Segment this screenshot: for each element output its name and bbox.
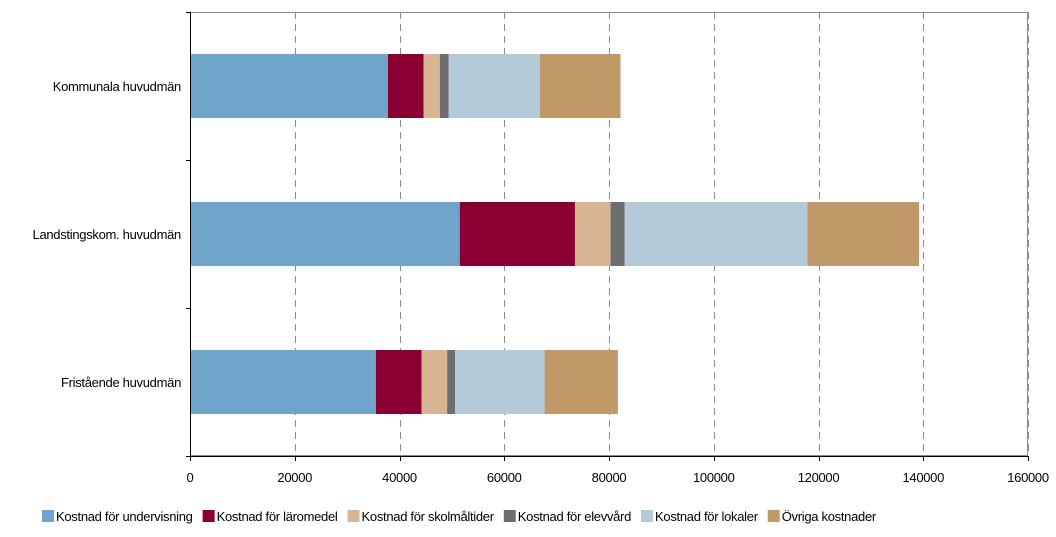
bar-segment <box>610 202 625 266</box>
legend-label: Kostnad för läromedel <box>217 509 338 524</box>
bar-segment <box>447 350 456 414</box>
x-tick-label: 20000 <box>277 470 312 485</box>
x-tick-label: 80000 <box>592 470 627 485</box>
legend-label: Kostnad för elevvård <box>518 509 631 524</box>
category-label: Kommunala huvudmän <box>53 79 181 94</box>
bar-segment <box>448 54 540 118</box>
x-tick-label: 100000 <box>693 470 735 485</box>
legend-swatch <box>767 510 780 522</box>
x-tick-label: 120000 <box>798 470 840 485</box>
bar-segment <box>190 54 388 118</box>
bar-segment <box>539 54 621 118</box>
category-label: Landstingskom. huvudmän <box>33 227 182 242</box>
legend-swatch <box>503 510 516 522</box>
x-tick-label: 60000 <box>487 470 522 485</box>
bar-segment <box>807 202 920 266</box>
x-tick-label: 0 <box>187 470 194 485</box>
bar-segment <box>375 350 422 414</box>
bar-segment <box>455 350 545 414</box>
x-tick-label: 40000 <box>382 470 417 485</box>
legend-layer: Kostnad för undervisning Kostnad för läro… <box>42 509 877 524</box>
legend-swatch <box>42 510 54 522</box>
labels-layer: Kommunala huvudmän Landstingskom. huvudmä… <box>33 79 1050 485</box>
x-tick-label: 140000 <box>902 470 944 485</box>
legend-swatch <box>202 510 215 522</box>
x-tick-label: 160000 <box>1007 470 1049 485</box>
axes-layer <box>186 12 1029 461</box>
legend-swatch <box>641 510 654 522</box>
bar-segment <box>439 54 449 118</box>
legend-label: Övriga kostnader <box>782 509 877 524</box>
bar-segment <box>459 202 575 266</box>
legend-label: Kostnad för lokaler <box>655 509 759 524</box>
bar-segment <box>574 202 611 266</box>
bar-segment <box>421 350 448 414</box>
category-label: Fristående huvudmän <box>61 375 181 390</box>
bar-segment <box>423 54 440 118</box>
bar-segment <box>190 202 460 266</box>
bar-segment <box>190 350 376 414</box>
bars-layer <box>190 54 920 414</box>
legend-label: Kostnad för skolmåltider <box>362 509 495 524</box>
bar-segment <box>387 54 424 118</box>
bar-segment <box>624 202 808 266</box>
bar-segment <box>544 350 618 414</box>
legend-label: Kostnad för undervisning <box>56 509 193 524</box>
legend-swatch <box>347 510 360 522</box>
